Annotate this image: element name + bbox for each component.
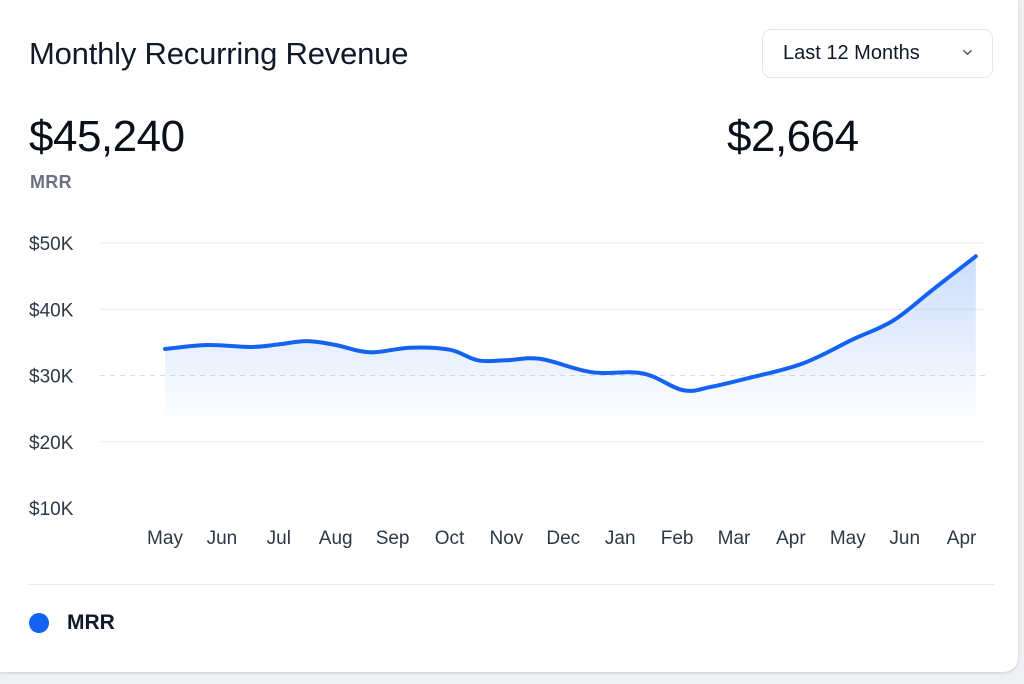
mrr-line-chart: $10K $20K $30K $40K $50K May Jun Jul Aug Sep Oct N… [29,234,985,549]
y-tick-label: $10K [29,499,74,520]
x-tick-label: Apr [776,528,806,549]
x-tick-label: Oct [435,528,465,549]
date-range-dropdown[interactable]: Last 12 Months [762,29,993,78]
x-axis: May Jun Jul Aug Sep Oct Nov Dec Jan Feb Mar Apr May J… [147,528,977,549]
mrr-series-line [163,254,978,393]
y-axis: $10K $20K $30K $40K $50K [29,234,74,520]
legend-label-mrr: MRR [67,611,115,634]
x-tick-label: Jan [605,528,636,549]
x-tick-label: May [147,528,183,549]
mrr-card: Monthly Recurring Revenue Last 12 Months… [0,0,1018,672]
y-tick-label: $20K [29,433,74,454]
y-tick-label: $30K [29,367,74,388]
mrr-value: $45,240 [29,112,185,161]
date-range-selected: Last 12 Months [783,42,920,64]
x-tick-label: Sep [376,528,410,549]
x-tick-label: Feb [661,528,694,549]
x-tick-label: Mar [718,528,751,549]
x-tick-label: May [830,528,866,549]
chart-legend: MRR [29,608,115,638]
y-tick-label: $50K [29,234,74,255]
x-tick-label: Jul [267,528,291,549]
legend-swatch-mrr [29,613,49,633]
x-tick-label: Dec [546,528,580,549]
y-tick-label: $40K [29,300,74,321]
x-tick-label: Jun [889,528,920,549]
x-tick-label: Jun [207,528,238,549]
mrr-label: MRR [30,172,72,192]
secondary-metric-value: $2,664 [727,112,859,161]
x-tick-label: Nov [490,528,524,549]
x-tick-label: Apr [947,528,977,549]
chevron-down-icon [963,49,972,56]
mrr-area [165,256,976,426]
legend-divider [29,584,994,585]
chart-title: Monthly Recurring Revenue [29,36,409,71]
x-tick-label: Aug [319,528,353,549]
